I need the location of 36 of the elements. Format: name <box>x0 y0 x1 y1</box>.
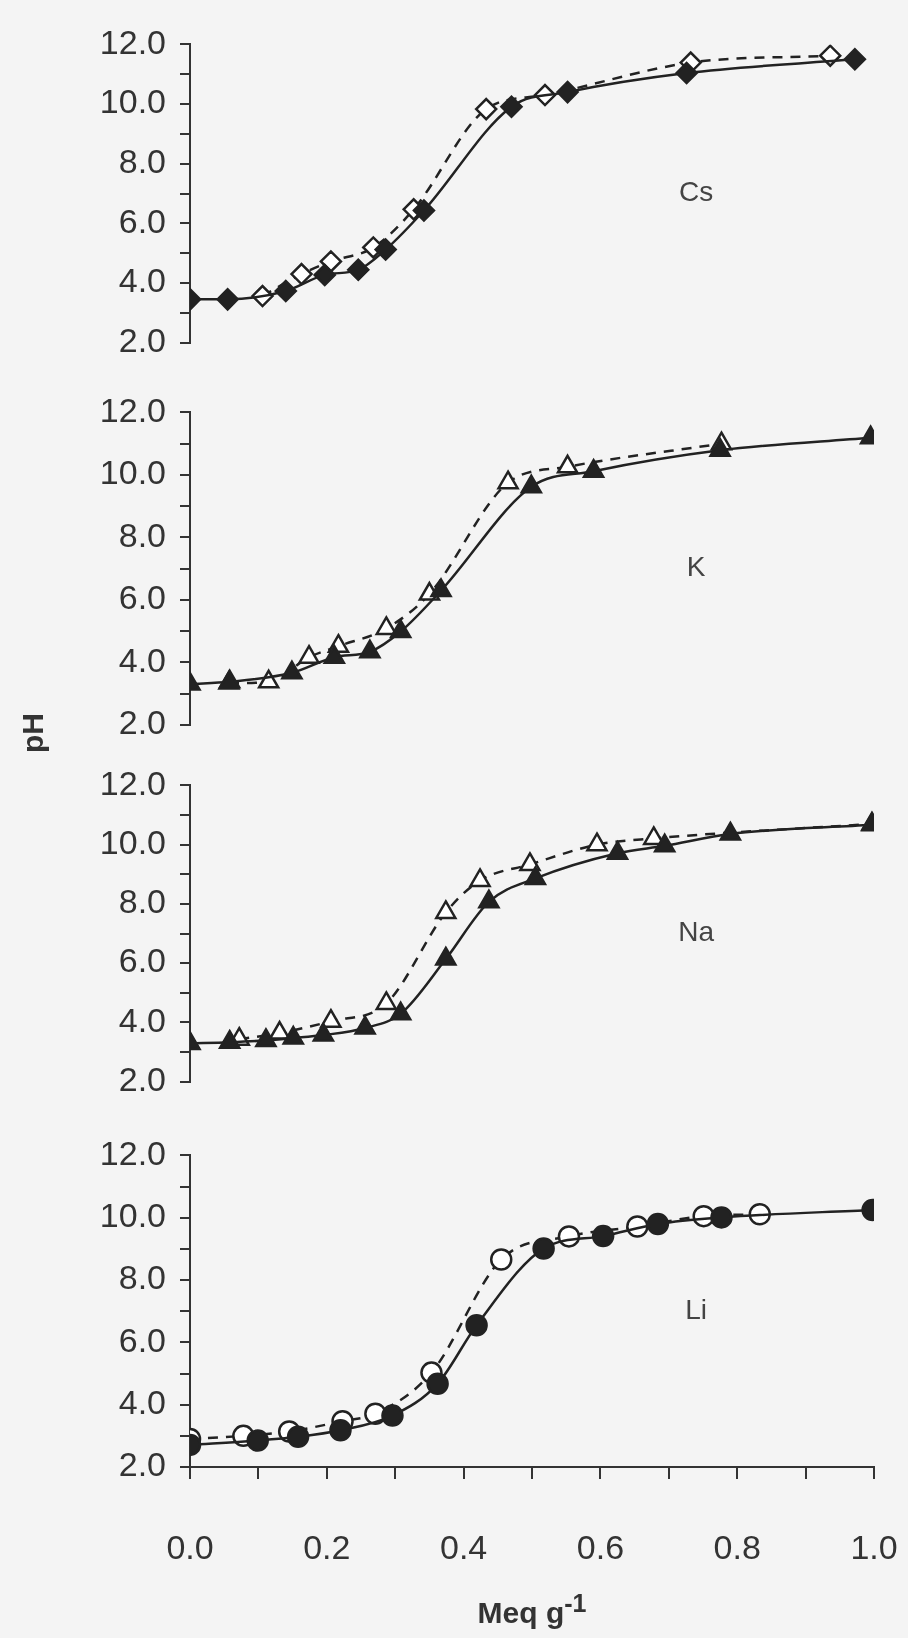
y-tick-label: 6.0 <box>118 201 166 240</box>
x-tick-label: 0.2 <box>303 1527 351 1566</box>
annotation: Li <box>685 1293 708 1325</box>
x-tick-label: 0.8 <box>713 1527 761 1566</box>
y-tick-label: 6.0 <box>118 1320 166 1359</box>
y-tick-label: 4.0 <box>118 261 166 300</box>
y-tick-label: 10.0 <box>99 453 166 492</box>
y-tick-label: 12.0 <box>99 390 166 429</box>
x-tick-label: 0.6 <box>576 1527 625 1566</box>
x-axis-title: Meq g$^{-1}$ <box>476 1589 588 1630</box>
y-tick-label: 4.0 <box>118 1383 166 1422</box>
y-tick-label: 2.0 <box>118 320 166 359</box>
y-tick-label: 6.0 <box>118 941 166 980</box>
y-axis-title: pH <box>16 713 50 753</box>
y-tick-label: 12.0 <box>99 22 166 61</box>
x-tick-label: 0.0 <box>166 1527 214 1566</box>
y-tick-label: 12.0 <box>99 763 166 802</box>
y-tick-label: 2.0 <box>118 1445 166 1484</box>
y-tick-label: 10.0 <box>99 1196 166 1235</box>
y-tick-label: 4.0 <box>118 640 166 679</box>
y-tick-label: 8.0 <box>118 142 166 181</box>
y-tick-label: 8.0 <box>118 882 166 921</box>
y-tick-label: 2.0 <box>118 703 166 742</box>
x-tick-label: 1.0 <box>850 1527 898 1566</box>
y-tick-label: 6.0 <box>118 578 166 617</box>
y-tick-label: 10.0 <box>99 823 166 862</box>
y-tick-label: 12.0 <box>99 1133 166 1172</box>
annotation: Na <box>678 916 715 948</box>
x-tick-label: 0.4 <box>439 1527 488 1566</box>
annotation: Cs <box>679 176 714 208</box>
y-tick-label: 8.0 <box>118 1258 166 1297</box>
y-tick-label: 2.0 <box>118 1059 166 1098</box>
y-tick-label: 8.0 <box>118 515 166 554</box>
y-tick-label: 4.0 <box>118 1000 166 1039</box>
annotation: K <box>686 551 706 583</box>
y-tick-label: 10.0 <box>99 82 166 121</box>
